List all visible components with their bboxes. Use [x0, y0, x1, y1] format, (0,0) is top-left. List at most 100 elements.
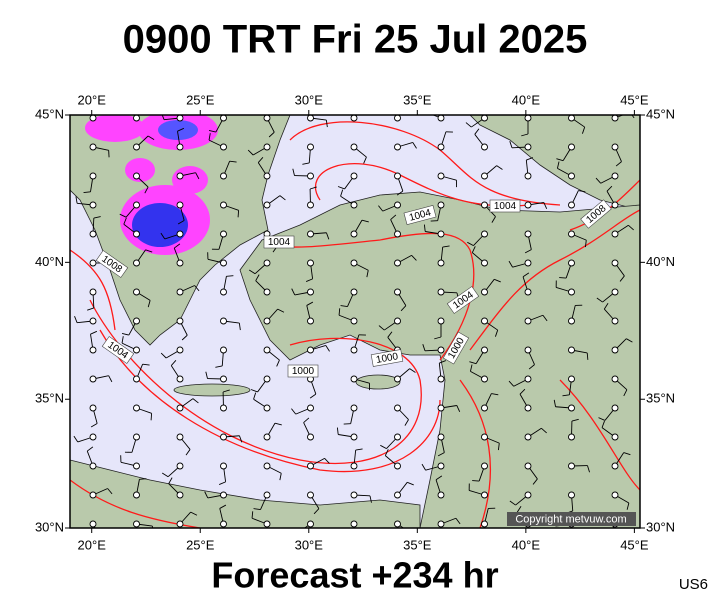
barb-feather	[519, 388, 526, 395]
barb-feather	[147, 300, 151, 308]
barb-feather	[229, 160, 237, 163]
barb-station	[176, 172, 184, 180]
lon-label: 30°E	[295, 92, 324, 107]
barb-feather	[380, 444, 387, 450]
barb-station	[176, 346, 184, 354]
barb-station	[568, 433, 575, 441]
barb-station	[394, 433, 401, 441]
barb-station	[133, 433, 140, 441]
barb-feather	[194, 285, 200, 292]
barb-feather	[291, 408, 297, 415]
barb-feather	[126, 100, 130, 106]
barb-feather	[422, 344, 426, 351]
barb-station	[220, 172, 227, 180]
corner-code: US6	[679, 576, 708, 593]
barb-station	[437, 288, 445, 296]
barb-feather	[553, 399, 556, 407]
barb-station	[568, 317, 575, 325]
barb-feather	[366, 270, 369, 278]
barb-feather	[598, 417, 606, 421]
barb-station	[568, 172, 575, 180]
barb-feather	[306, 301, 314, 306]
barb-station	[437, 520, 445, 528]
barb-station	[220, 288, 227, 296]
barb-station	[176, 375, 184, 383]
barb-station	[524, 375, 532, 383]
barb-station	[350, 404, 358, 412]
lon-label: 40°E	[512, 537, 541, 552]
barb-station	[394, 288, 401, 296]
barb-feather	[147, 135, 155, 140]
barb-station	[89, 346, 97, 354]
barb-station	[89, 259, 97, 267]
barb-feather	[107, 488, 113, 495]
barb-station	[611, 143, 619, 151]
barb-station	[568, 115, 575, 122]
isobar-label-group: 1000	[370, 349, 404, 367]
barb-station	[350, 288, 358, 296]
barb-station	[176, 520, 184, 528]
barb-feather	[108, 375, 113, 383]
barb-feather	[74, 315, 78, 323]
lat-label: 45°N	[35, 106, 64, 121]
lon-label: 20°E	[78, 92, 107, 107]
lon-label: 45°E	[620, 537, 649, 552]
lat-label: 45°N	[646, 106, 675, 121]
barb-station	[524, 115, 532, 122]
barb-station	[481, 288, 488, 296]
barb-feather	[578, 190, 586, 193]
lon-label: 40°E	[512, 92, 541, 107]
barb-station	[524, 317, 532, 325]
barb-station	[133, 375, 140, 383]
barb-feather	[586, 352, 589, 360]
barb-feather	[522, 272, 530, 278]
barb-station	[220, 143, 227, 151]
barb-station	[133, 230, 140, 238]
barb-station	[350, 433, 358, 441]
barb-station	[394, 259, 401, 267]
barb-station	[437, 462, 445, 470]
isobar-label-box	[442, 331, 470, 365]
barb-feather	[337, 186, 345, 190]
barb-feather	[73, 435, 79, 443]
barb-feather	[623, 389, 628, 397]
barb-feather	[253, 392, 257, 400]
barb-feather	[247, 149, 254, 156]
barb-station	[437, 404, 445, 412]
barb-station	[307, 259, 314, 267]
barb-station	[176, 317, 184, 325]
barb-feather	[253, 508, 261, 511]
barb-feather	[474, 128, 480, 135]
barb-station	[307, 288, 314, 296]
barb-feather	[494, 329, 499, 337]
barb-feather	[497, 443, 500, 451]
barb-feather	[340, 189, 344, 197]
barb-feather	[145, 249, 153, 253]
lat-label: 35°N	[35, 391, 64, 406]
barb-station	[568, 143, 575, 151]
barb-station	[394, 172, 401, 180]
barb-station	[481, 259, 488, 267]
barb-station	[263, 201, 271, 209]
barb-feather	[557, 161, 560, 169]
barb-station	[524, 346, 532, 354]
barb-feather	[407, 481, 414, 486]
barb-feather	[177, 127, 185, 132]
isobar-label: 1000	[292, 366, 315, 377]
isobar-label-box	[101, 336, 135, 364]
barb-feather	[469, 361, 477, 365]
barb-station	[394, 201, 401, 209]
barb-feather	[87, 307, 94, 311]
barb-feather	[93, 216, 101, 219]
barb-station	[350, 346, 358, 354]
lon-label: 35°E	[403, 537, 432, 552]
barb-feather	[601, 420, 605, 428]
barb-feather	[509, 141, 513, 148]
barb-feather	[75, 196, 78, 204]
lon-label: 45°E	[620, 92, 649, 107]
barb-feather	[340, 305, 348, 308]
barb-feather	[336, 427, 339, 435]
barb-station	[568, 375, 575, 383]
barb-feather	[160, 352, 167, 359]
